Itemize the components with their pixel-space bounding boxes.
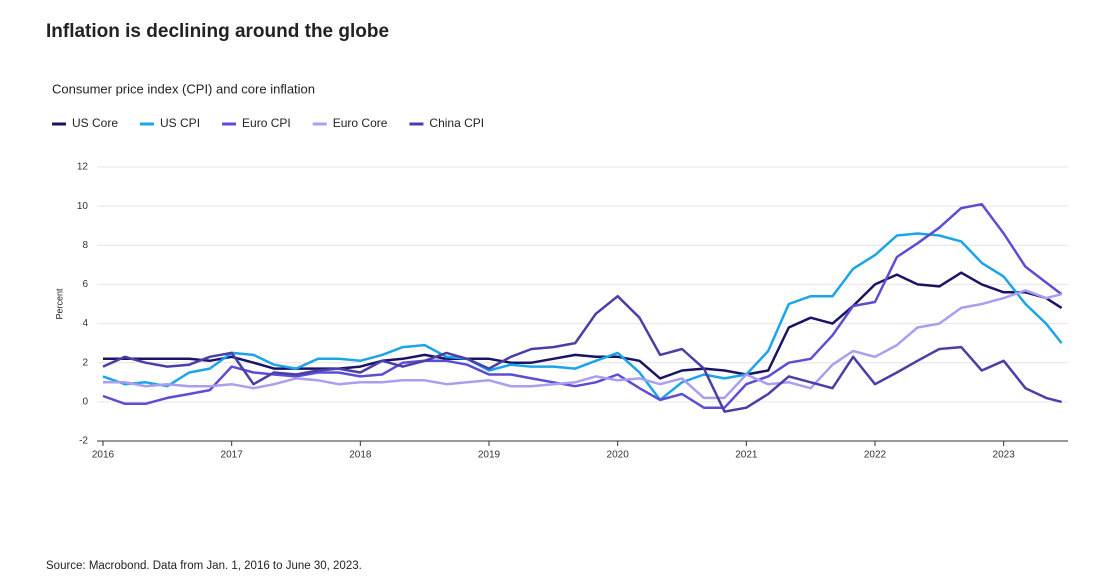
legend-label: US Core [72, 116, 118, 130]
y-axis-label: Percent [54, 288, 64, 320]
y-tick-label: 8 [82, 240, 88, 251]
chart-subtitle: Consumer price index (CPI) and core infl… [52, 81, 315, 96]
series-line [102, 202, 1063, 409]
x-tick-label: 2017 [221, 450, 244, 461]
x-tick-label: 2020 [607, 450, 630, 461]
legend-label: Euro Core [333, 116, 388, 130]
legend-label: Euro CPI [242, 116, 291, 130]
y-tick-label: 2 [82, 357, 88, 368]
y-tick-label: 0 [82, 396, 88, 407]
y-tick-label: 10 [77, 201, 89, 212]
y-tick-label: 6 [82, 279, 88, 290]
y-tick-label: -2 [79, 436, 88, 447]
x-tick-label: 2021 [735, 450, 758, 461]
x-tick-label: 2019 [478, 450, 501, 461]
y-tick-label: 4 [82, 318, 88, 329]
chart-title: Inflation is declining around the globe [46, 21, 389, 42]
series-line [102, 294, 1062, 413]
series-line [102, 232, 1063, 402]
series-line [103, 289, 1062, 400]
x-tick-label: 2023 [993, 450, 1016, 461]
x-tick-label: 2022 [864, 450, 887, 461]
y-tick-label: 12 [77, 162, 89, 173]
source-note: Source: Macrobond. Data from Jan. 1, 201… [46, 560, 362, 572]
x-tick-label: 2016 [92, 450, 115, 461]
series-line [103, 271, 1063, 380]
legend-label: China CPI [429, 116, 484, 130]
legend-label: US CPI [160, 116, 200, 130]
x-tick-label: 2018 [349, 450, 372, 461]
